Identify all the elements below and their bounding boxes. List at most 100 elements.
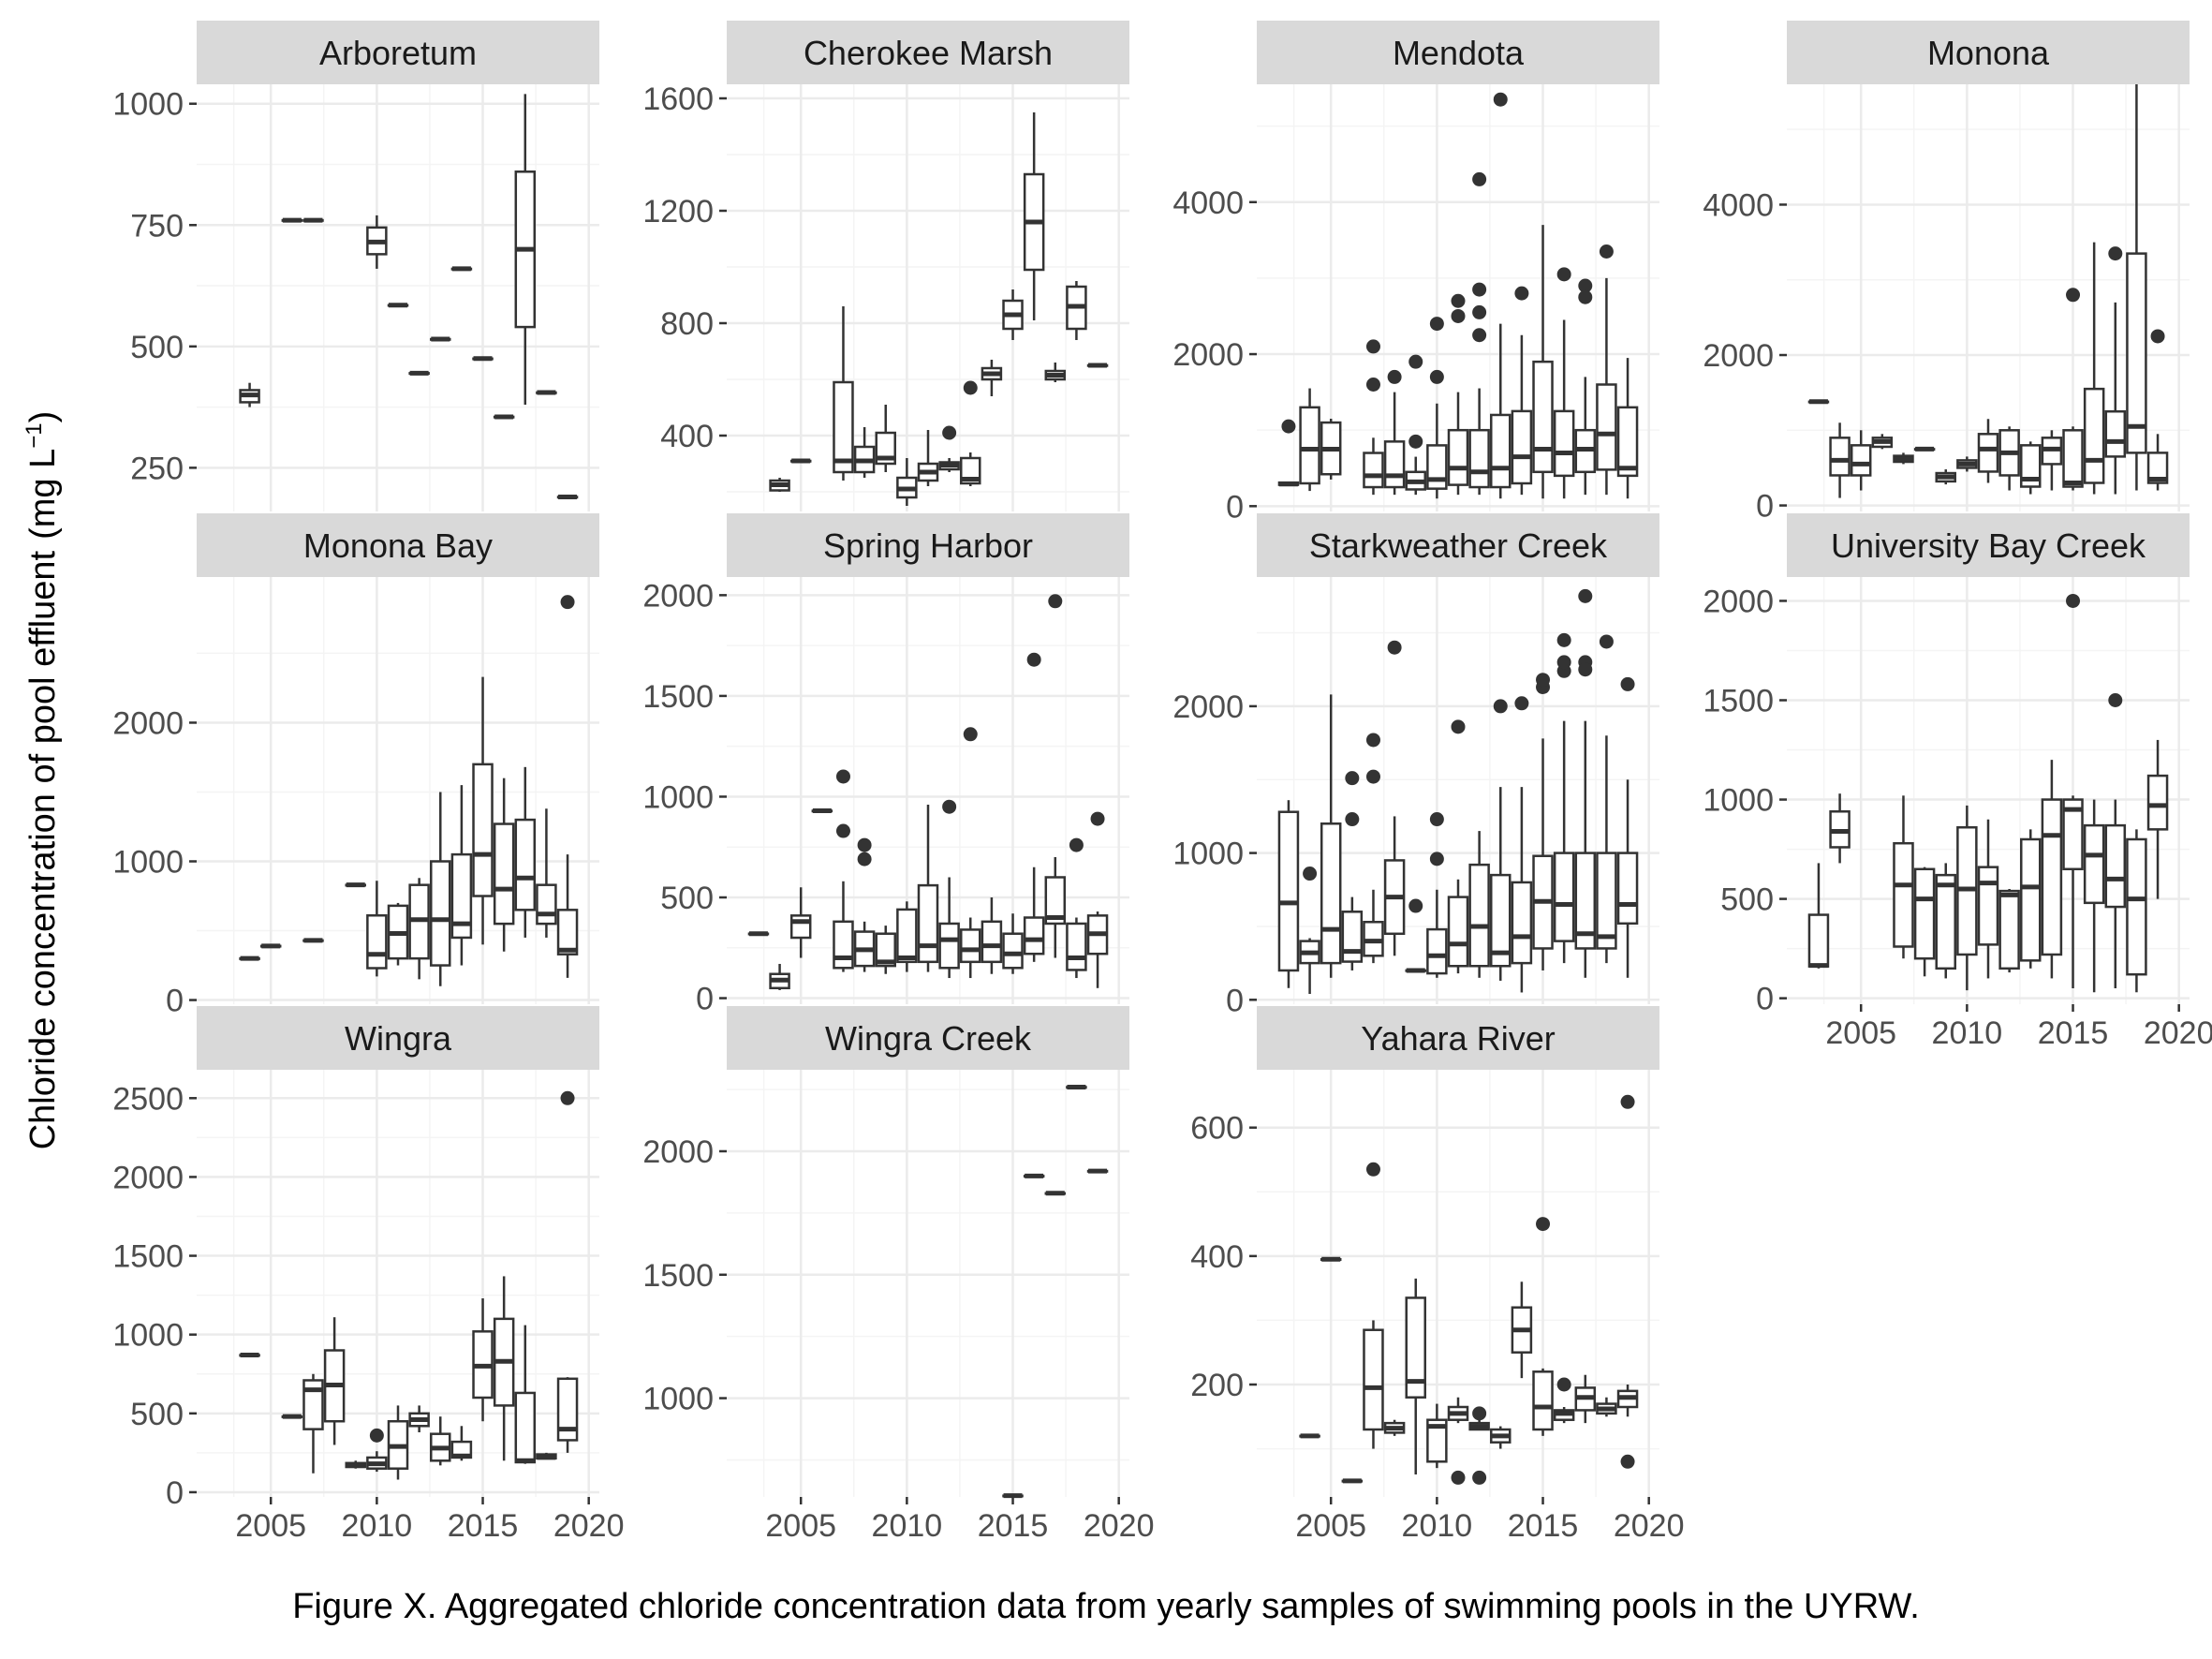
box-2004	[769, 963, 790, 990]
box-2016	[1553, 1407, 1575, 1424]
outlier-point	[1303, 867, 1318, 881]
outlier-point	[1365, 377, 1380, 392]
box-2011	[387, 1405, 409, 1480]
strip-arboretum	[197, 21, 599, 84]
box-iqr	[1320, 822, 1342, 965]
panel-wingra: Wingra 0 500 1000 1500 2000 2500 2005 2010 2015 20…	[112, 1006, 625, 1544]
box-2004	[1299, 1433, 1320, 1439]
box-2016	[493, 414, 515, 420]
y-tick-label: 2000	[112, 1160, 184, 1195]
y-tick-label: 1000	[1172, 837, 1244, 872]
box-2012	[1468, 388, 1490, 496]
y-tick-label: 600	[1190, 1111, 1244, 1147]
box-2006	[811, 808, 833, 814]
outlier-point	[1556, 655, 1571, 670]
box-2018	[2126, 84, 2147, 491]
strip-label-cherokee-marsh: Cherokee Marsh	[804, 34, 1053, 72]
box-iqr	[1426, 1418, 1448, 1463]
box-2014	[2041, 430, 2063, 491]
outlier-point	[1408, 898, 1423, 913]
box-iqr	[1807, 913, 1830, 968]
box-iqr	[2126, 837, 2147, 976]
y-tick-label: 1000	[1703, 783, 1774, 819]
y-tick-label: 2000	[1703, 584, 1774, 619]
box-iqr	[1977, 433, 1999, 473]
box-2005	[1320, 1256, 1342, 1262]
box-2005	[1320, 694, 1342, 978]
box-2017	[1044, 363, 1067, 382]
box-2004	[769, 478, 790, 492]
box-2019	[2146, 434, 2169, 491]
box-iqr	[896, 908, 918, 964]
y-tick-label: 2000	[1703, 338, 1774, 374]
box-2008	[1383, 1419, 1406, 1436]
y-tick-label: 1500	[642, 1258, 714, 1294]
box-iqr	[1002, 932, 1024, 970]
outlier-point	[2108, 246, 2123, 261]
outlier-point	[1048, 594, 1063, 609]
outlier-point	[1556, 632, 1571, 647]
box-2011	[387, 303, 409, 308]
box-iqr	[1405, 1296, 1426, 1399]
box-2003	[1277, 800, 1300, 988]
y-axis-title-unit-close: )	[23, 411, 63, 423]
box-2019	[556, 1377, 579, 1453]
box-iqr	[1447, 896, 1469, 968]
x-tick-label: 2005	[1295, 1508, 1366, 1544]
y-tick-label: 1200	[642, 194, 714, 230]
box-iqr	[1363, 1328, 1384, 1431]
box-2012	[408, 370, 430, 376]
outlier-point	[1599, 634, 1614, 649]
strip-label-wingra: Wingra	[345, 1019, 452, 1058]
box-iqr	[472, 763, 494, 897]
box-iqr	[1426, 927, 1448, 975]
box-iqr	[1447, 428, 1469, 486]
outlier-point	[1429, 852, 1444, 867]
box-2005	[1850, 430, 1872, 491]
plot-background-wingra-creek	[727, 1070, 1129, 1497]
outlier-point	[1345, 812, 1360, 827]
box-2018	[2126, 829, 2147, 993]
y-tick-label: 1000	[112, 87, 184, 123]
outlier-point	[1472, 304, 1487, 319]
strip-label-arboretum: Arboretum	[319, 34, 477, 72]
box-2018	[1596, 735, 1617, 964]
box-2010	[366, 215, 388, 269]
box-iqr	[2062, 429, 2084, 488]
box-2008	[323, 1317, 346, 1445]
y-tick-label: 750	[130, 208, 184, 244]
strip-wingra-creek	[727, 1006, 1129, 1070]
box-iqr	[2104, 823, 2127, 909]
panel-wingra-creek: Wingra Creek 1000 1500 2000 2005 2010 2015 2020	[642, 1006, 1155, 1544]
box-2007	[302, 217, 324, 223]
outlier-point	[1429, 317, 1444, 332]
outlier-point	[1451, 293, 1466, 308]
panel-starkweather-creek: Starkweather Creek 0 1000 2000	[1172, 513, 1659, 1018]
x-tick-label: 2015	[2038, 1015, 2109, 1051]
box-2011	[1447, 392, 1469, 496]
box-iqr	[1998, 889, 2020, 970]
box-iqr	[1044, 876, 1067, 926]
box-2016	[1023, 112, 1045, 320]
box-iqr	[302, 1379, 324, 1430]
outlier-point	[1472, 1470, 1487, 1485]
y-tick-label: 1500	[642, 679, 714, 715]
strip-starkweather-creek	[1257, 513, 1659, 577]
y-tick-label: 500	[130, 330, 184, 365]
box-iqr	[1277, 810, 1300, 972]
box-2003	[1807, 863, 1830, 969]
box-2004	[1299, 938, 1320, 995]
strip-monona	[1787, 21, 2190, 84]
box-2014	[981, 897, 1003, 974]
box-iqr	[366, 913, 388, 970]
box-2003	[1807, 399, 1830, 405]
x-tick-label: 2020	[1084, 1508, 1155, 1544]
box-2016	[2083, 242, 2105, 495]
box-2013	[1490, 323, 1512, 499]
outlier-point	[1408, 434, 1423, 449]
box-2006	[281, 1414, 303, 1419]
box-iqr	[1341, 911, 1364, 963]
box-2009	[1935, 863, 1956, 979]
box-iqr	[1850, 444, 1872, 477]
y-tick-label: 500	[130, 1397, 184, 1432]
